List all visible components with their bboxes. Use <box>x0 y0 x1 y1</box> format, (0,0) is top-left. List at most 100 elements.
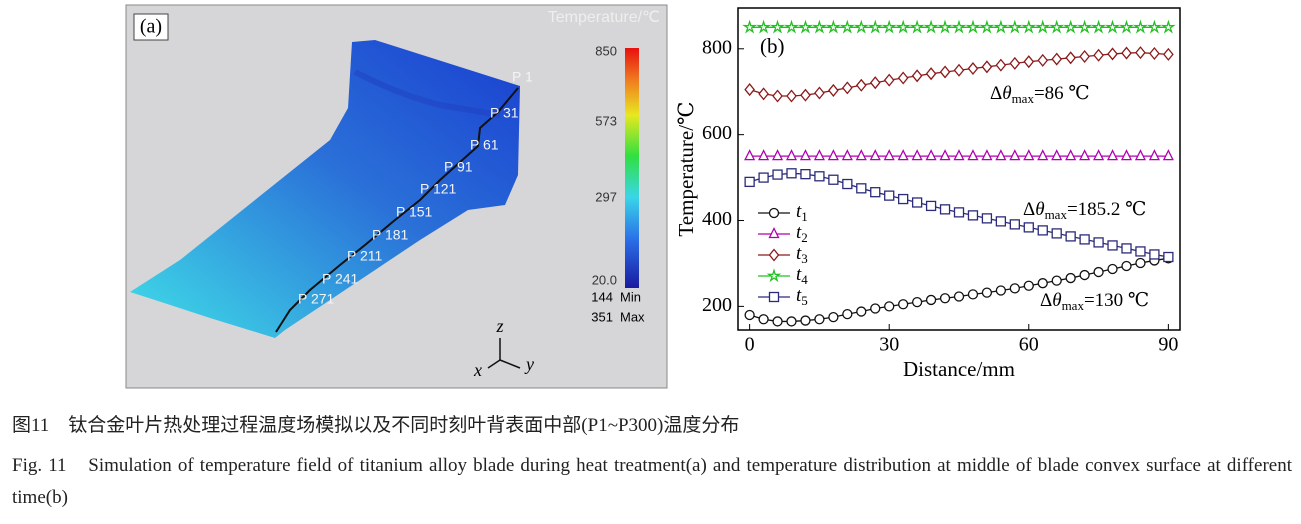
point <box>1049 19 1065 34</box>
point <box>869 149 881 161</box>
point <box>1119 19 1134 34</box>
point <box>939 293 951 304</box>
y-tick-label: 800 <box>702 36 732 58</box>
y-tick-label: 200 <box>702 294 732 316</box>
axis-x: x <box>473 360 482 380</box>
point <box>883 73 895 87</box>
point <box>911 149 923 161</box>
point-label: P 181 <box>372 227 409 243</box>
point <box>995 285 1007 296</box>
point <box>812 19 827 34</box>
point-label: P 121 <box>420 181 457 197</box>
point <box>1021 19 1037 34</box>
point-label: P 91 <box>444 159 473 175</box>
point <box>1107 263 1118 275</box>
point <box>1023 55 1035 69</box>
point <box>800 88 811 102</box>
point <box>842 178 853 190</box>
point <box>1163 251 1174 263</box>
legend-label: t4 <box>796 264 808 287</box>
max-text: Max <box>620 309 645 324</box>
point <box>758 149 770 161</box>
point <box>744 83 755 97</box>
point <box>967 210 979 221</box>
max-value: 351 <box>591 309 613 324</box>
point <box>1065 272 1076 284</box>
point <box>1135 257 1146 269</box>
point <box>800 315 811 326</box>
point <box>939 204 951 215</box>
point <box>828 311 839 323</box>
point <box>825 19 841 34</box>
point <box>981 213 993 224</box>
point <box>925 67 937 81</box>
legend-marker <box>768 248 780 262</box>
blade-ridge <box>353 69 501 118</box>
point <box>786 316 797 327</box>
point <box>771 149 784 161</box>
point <box>1079 49 1090 64</box>
point <box>1093 266 1104 278</box>
colorbar-tick-label: 297 <box>595 189 617 204</box>
point-label: P 211 <box>347 248 383 264</box>
min-text: Min <box>620 289 641 304</box>
point-label: P 1 <box>512 69 533 85</box>
point <box>995 149 1007 161</box>
point <box>937 19 953 34</box>
x-axis-label: Distance/mm <box>903 357 1015 381</box>
point <box>1037 53 1049 67</box>
blade <box>130 40 520 338</box>
point <box>1009 56 1021 70</box>
min-value: 144 <box>591 289 613 304</box>
point <box>772 89 783 103</box>
colorbar <box>625 48 639 288</box>
legend-label: t2 <box>796 222 808 245</box>
point-label: P 61 <box>470 137 499 153</box>
point <box>925 294 937 306</box>
point <box>1162 149 1174 161</box>
point <box>786 168 797 179</box>
point <box>1107 240 1118 251</box>
point <box>742 19 758 34</box>
point <box>1079 234 1090 245</box>
x-tick-label: 0 <box>745 334 755 356</box>
point <box>841 81 853 95</box>
point <box>814 171 825 182</box>
axis-triad <box>487 338 521 369</box>
point <box>883 149 895 161</box>
point <box>1091 19 1106 34</box>
point <box>1065 51 1077 65</box>
point <box>1147 19 1162 34</box>
panel-b: 0 30 60 90 200 400 600 800 Distance/mm Temperatur… <box>674 7 1181 381</box>
point <box>1135 246 1146 257</box>
point <box>1120 149 1133 161</box>
point <box>799 149 812 161</box>
point <box>869 76 881 90</box>
probe-line <box>275 87 519 333</box>
point <box>1051 52 1063 66</box>
annotation: Δθmax=130 ℃ <box>1040 290 1149 313</box>
point <box>1023 149 1035 161</box>
label-box <box>133 13 169 41</box>
point <box>884 190 895 201</box>
point <box>786 89 797 103</box>
point <box>898 193 909 205</box>
point <box>967 62 979 76</box>
point <box>923 19 939 34</box>
point <box>814 314 825 325</box>
point-label: P 241 <box>322 271 359 287</box>
colorbar-title: Temperature/℃ <box>548 9 660 26</box>
colorbar-tick-label: 850 <box>595 43 617 58</box>
point <box>798 19 813 34</box>
point <box>744 149 756 161</box>
point <box>911 69 923 83</box>
point <box>911 296 923 308</box>
point <box>842 308 853 320</box>
point <box>981 287 993 298</box>
point <box>756 19 771 34</box>
point <box>758 87 769 101</box>
point <box>1063 19 1079 34</box>
point <box>1093 237 1104 248</box>
point <box>839 19 855 34</box>
